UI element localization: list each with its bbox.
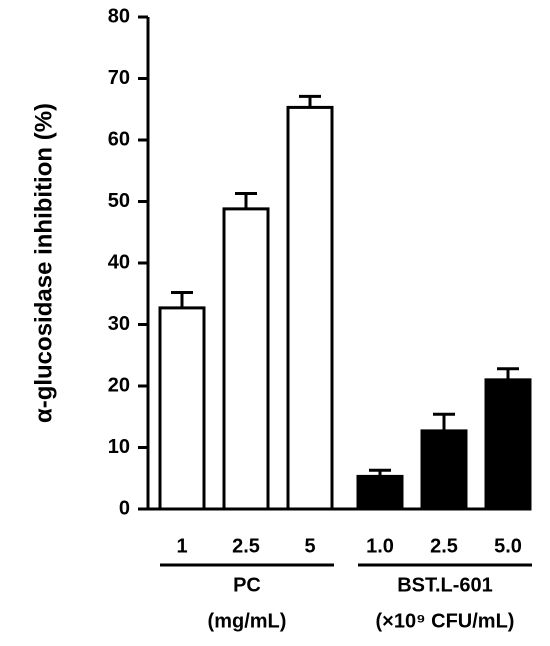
y-tick-label: 0 bbox=[119, 497, 130, 519]
y-tick-label: 20 bbox=[108, 374, 130, 396]
bar bbox=[158, 306, 206, 511]
group-unit: (mg/mL) bbox=[208, 610, 287, 632]
x-tick-label: 2.5 bbox=[232, 535, 260, 557]
group-label: BST.L-601 bbox=[397, 574, 493, 596]
x-tick-label: 5 bbox=[304, 535, 315, 557]
group-unit: (×10⁹ CFU/mL) bbox=[376, 610, 515, 632]
group-label: PC bbox=[233, 574, 261, 596]
x-tick-label: 2.5 bbox=[430, 535, 458, 557]
y-tick-label: 10 bbox=[108, 436, 130, 458]
y-axis-label: α-glucosidase inhibition (%) bbox=[30, 103, 57, 423]
y-tick-label: 40 bbox=[108, 251, 130, 273]
y-tick-label: 60 bbox=[108, 128, 130, 150]
x-tick-label: 1 bbox=[176, 535, 187, 557]
bar bbox=[356, 474, 404, 511]
bar bbox=[222, 207, 270, 511]
bar bbox=[420, 429, 468, 511]
y-tick-label: 80 bbox=[108, 5, 130, 27]
bar bbox=[484, 378, 532, 511]
y-tick-label: 70 bbox=[108, 67, 130, 89]
y-tick-label: 30 bbox=[108, 313, 130, 335]
bar bbox=[286, 105, 334, 511]
x-tick-label: 1.0 bbox=[366, 535, 394, 557]
y-tick-label: 50 bbox=[108, 190, 130, 212]
x-tick-label: 5.0 bbox=[494, 535, 522, 557]
